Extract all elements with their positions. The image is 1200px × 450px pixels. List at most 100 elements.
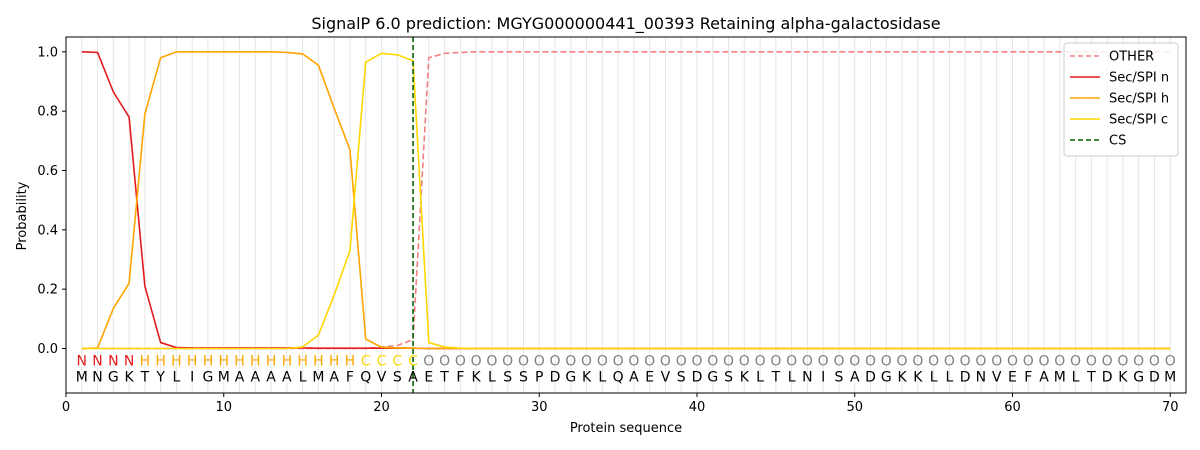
legend-entry: Sec/SPI n: [1109, 71, 1169, 86]
x-tick-label: 30: [531, 400, 548, 415]
region-label: O: [423, 353, 434, 369]
residue-letter: S: [503, 370, 512, 386]
legend-entry: CS: [1109, 134, 1126, 149]
sequence-annotation: NMNNNGNKHTHYHLHIHGHMHAHAHAHAHLHMHAHFCQCV…: [76, 353, 1177, 385]
region-label: O: [676, 353, 687, 369]
region-label: O: [975, 353, 986, 369]
residue-letter: V: [661, 370, 671, 386]
residue-letter: S: [677, 370, 686, 386]
residue-letter: A: [850, 370, 860, 386]
region-label: O: [707, 353, 718, 369]
residue-letter: G: [108, 370, 119, 386]
residue-letter: M: [218, 370, 230, 386]
region-label: O: [549, 353, 560, 369]
residue-letter: L: [173, 370, 181, 386]
residue-letter: S: [724, 370, 733, 386]
residue-letter: S: [393, 370, 402, 386]
region-label: N: [108, 353, 118, 369]
region-label: H: [329, 353, 340, 369]
residue-letter: A: [1039, 370, 1049, 386]
residue-letter: G: [881, 370, 892, 386]
y-tick-label: 0.4: [37, 223, 58, 238]
region-label: O: [881, 353, 892, 369]
region-label: H: [297, 353, 308, 369]
residue-letter: E: [424, 370, 433, 386]
region-label: O: [439, 353, 450, 369]
region-label: H: [140, 353, 151, 369]
residue-letter: Q: [613, 370, 624, 386]
x-axis-label: Protein sequence: [570, 421, 682, 436]
residue-letter: F: [1024, 370, 1032, 386]
legend-box: [1063, 42, 1179, 157]
region-label: H: [171, 353, 182, 369]
region-label: O: [928, 353, 939, 369]
region-label: H: [250, 353, 261, 369]
region-label: O: [991, 353, 1002, 369]
x-tick-label: 20: [373, 400, 390, 415]
residue-letter: A: [408, 370, 418, 386]
region-label: N: [124, 353, 134, 369]
y-axis-label: Probability: [15, 181, 30, 250]
residue-letter: D: [1149, 370, 1160, 386]
series-line-sec-spi-c: [81, 52, 1171, 350]
residue-letter: F: [456, 370, 464, 386]
residue-letter: Q: [360, 370, 371, 386]
residue-letter: L: [756, 370, 764, 386]
residue-letter: M: [1054, 370, 1066, 386]
residue-letter: E: [645, 370, 654, 386]
residue-letter: N: [802, 370, 812, 386]
region-label: O: [628, 353, 639, 369]
residue-letter: M: [312, 370, 324, 386]
region-label: H: [266, 353, 277, 369]
region-label: O: [818, 353, 829, 369]
region-label: O: [565, 353, 576, 369]
region-label: H: [203, 353, 214, 369]
region-label: H: [234, 353, 245, 369]
residue-letter: D: [692, 370, 703, 386]
region-label: O: [739, 353, 750, 369]
region-label: O: [1149, 353, 1160, 369]
y-tick-label: 0.2: [37, 283, 58, 298]
region-label: O: [723, 353, 734, 369]
region-label: C: [377, 353, 387, 369]
residue-letter: N: [976, 370, 986, 386]
region-label: O: [1007, 353, 1018, 369]
residue-letter: D: [865, 370, 876, 386]
y-tick-label: 0.8: [37, 105, 58, 120]
region-label: O: [802, 353, 813, 369]
region-label: O: [1102, 353, 1113, 369]
x-tick-label: 70: [1162, 400, 1179, 415]
region-label: C: [361, 353, 371, 369]
residue-letter: L: [1072, 370, 1080, 386]
residue-letter: I: [190, 370, 194, 386]
region-label: O: [502, 353, 513, 369]
region-label: O: [471, 353, 482, 369]
residue-letter: K: [125, 370, 135, 386]
region-label: C: [392, 353, 402, 369]
residue-letter: I: [821, 370, 825, 386]
region-label: H: [345, 353, 356, 369]
legend-entry: OTHER: [1109, 50, 1154, 65]
residue-letter: L: [488, 370, 496, 386]
residue-letter: L: [788, 370, 796, 386]
residue-letter: Y: [155, 370, 165, 386]
x-tick-label: 10: [215, 400, 232, 415]
residue-letter: G: [707, 370, 718, 386]
region-label: O: [1117, 353, 1128, 369]
residue-letter: M: [1164, 370, 1176, 386]
region-label: H: [282, 353, 293, 369]
residue-letter: L: [598, 370, 606, 386]
residue-letter: T: [1086, 370, 1096, 386]
residue-letter: M: [76, 370, 88, 386]
residue-letter: K: [740, 370, 750, 386]
legend: OTHER Sec/SPI n Sec/SPI h Sec/SPI c CS: [1063, 42, 1179, 157]
residue-letter: S: [519, 370, 528, 386]
region-label: O: [960, 353, 971, 369]
y-tick-label: 0.0: [37, 342, 58, 357]
region-label: O: [865, 353, 876, 369]
grid-lines: [81, 37, 1171, 393]
region-label: O: [786, 353, 797, 369]
residue-letter: A: [629, 370, 639, 386]
region-label: O: [660, 353, 671, 369]
residue-letter: A: [266, 370, 276, 386]
